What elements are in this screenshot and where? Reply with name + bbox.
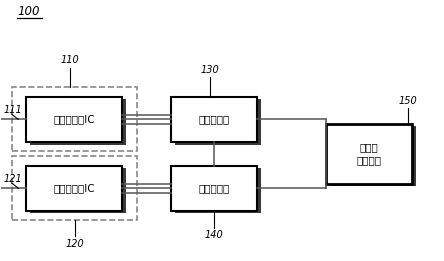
FancyBboxPatch shape: [30, 168, 126, 213]
Text: 150: 150: [399, 96, 417, 106]
FancyBboxPatch shape: [26, 165, 122, 211]
Text: 140: 140: [205, 230, 224, 240]
FancyBboxPatch shape: [26, 97, 122, 142]
Text: 121: 121: [4, 174, 22, 184]
Text: 111: 111: [4, 105, 22, 115]
FancyBboxPatch shape: [326, 124, 412, 184]
Text: 120: 120: [65, 239, 84, 249]
Text: 双绕组
转向马达: 双绕组 转向马达: [357, 142, 382, 165]
FancyBboxPatch shape: [171, 165, 258, 211]
Text: 第二双管芯IC: 第二双管芯IC: [53, 183, 95, 193]
Text: 110: 110: [61, 55, 79, 65]
FancyBboxPatch shape: [171, 97, 258, 142]
FancyBboxPatch shape: [175, 168, 262, 213]
Text: 第二控制器: 第二控制器: [198, 183, 230, 193]
FancyBboxPatch shape: [175, 99, 262, 145]
Text: 第一双管芯IC: 第一双管芯IC: [53, 115, 95, 124]
FancyBboxPatch shape: [30, 99, 126, 145]
Text: 100: 100: [17, 5, 40, 17]
FancyBboxPatch shape: [330, 126, 416, 186]
Text: 第一控制器: 第一控制器: [198, 115, 230, 124]
Text: 130: 130: [200, 65, 219, 75]
